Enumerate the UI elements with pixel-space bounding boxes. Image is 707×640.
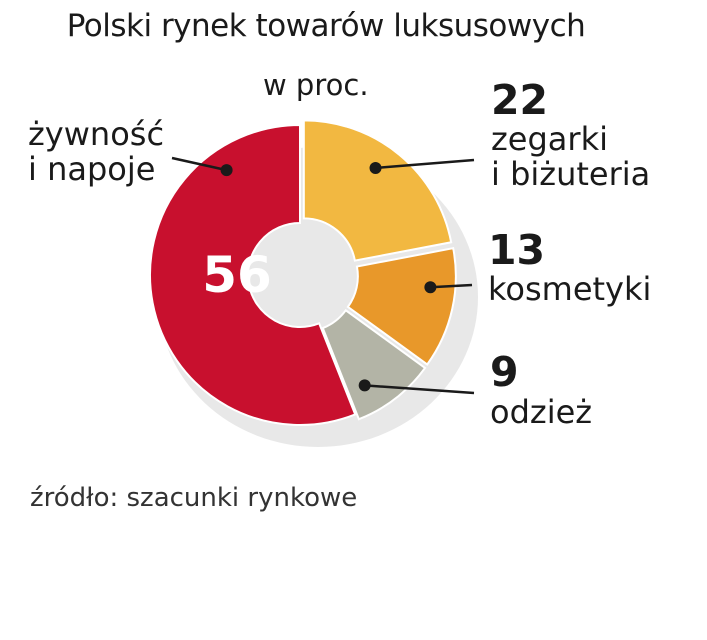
leader-dot-zywnosc (220, 164, 233, 177)
value-label-kosmetyki: 13 (488, 226, 546, 274)
value-label-zywnosc: 56 (202, 246, 272, 304)
slices-group (149, 119, 457, 426)
chart-subtitle: w proc. (263, 68, 369, 102)
category-label-odziez: odzież (490, 395, 592, 430)
leader-line-kosmetyki (430, 283, 473, 289)
category-label-zywnosc: żywność i napoje (28, 117, 164, 187)
slice-zegarki (302, 119, 453, 262)
slice-odziez (321, 308, 427, 421)
category-label-line: żywność (28, 115, 165, 153)
category-label-line: kosmetyki (488, 270, 652, 308)
leader-dot-kosmetyki (424, 281, 437, 294)
leader-line-zywnosc (171, 156, 227, 172)
slice-kosmetyki (346, 247, 457, 366)
leader-dot-zegarki (369, 161, 382, 174)
slice-zywnosc (149, 123, 357, 426)
category-label-line: odzież (490, 393, 593, 431)
source-note: źródło: szacunki rynkowe (30, 483, 358, 513)
value-label-zegarki: 22 (491, 76, 549, 124)
leader-line-zegarki (375, 158, 475, 170)
leader-line-odziez (364, 384, 475, 395)
leader-lines: 56 (171, 156, 475, 395)
value-label-odziez: 9 (490, 348, 519, 396)
leader-dot-odziez (358, 379, 371, 392)
category-label-line: i napoje (28, 150, 156, 188)
category-label-kosmetyki: kosmetyki (488, 272, 651, 307)
category-label-line: i biżuteria (491, 155, 651, 193)
category-label-zegarki: zegarki i biżuteria (491, 122, 650, 192)
category-label-line: zegarki (491, 120, 608, 158)
chart-title: Polski rynek towarów luksusowych (66, 8, 586, 44)
